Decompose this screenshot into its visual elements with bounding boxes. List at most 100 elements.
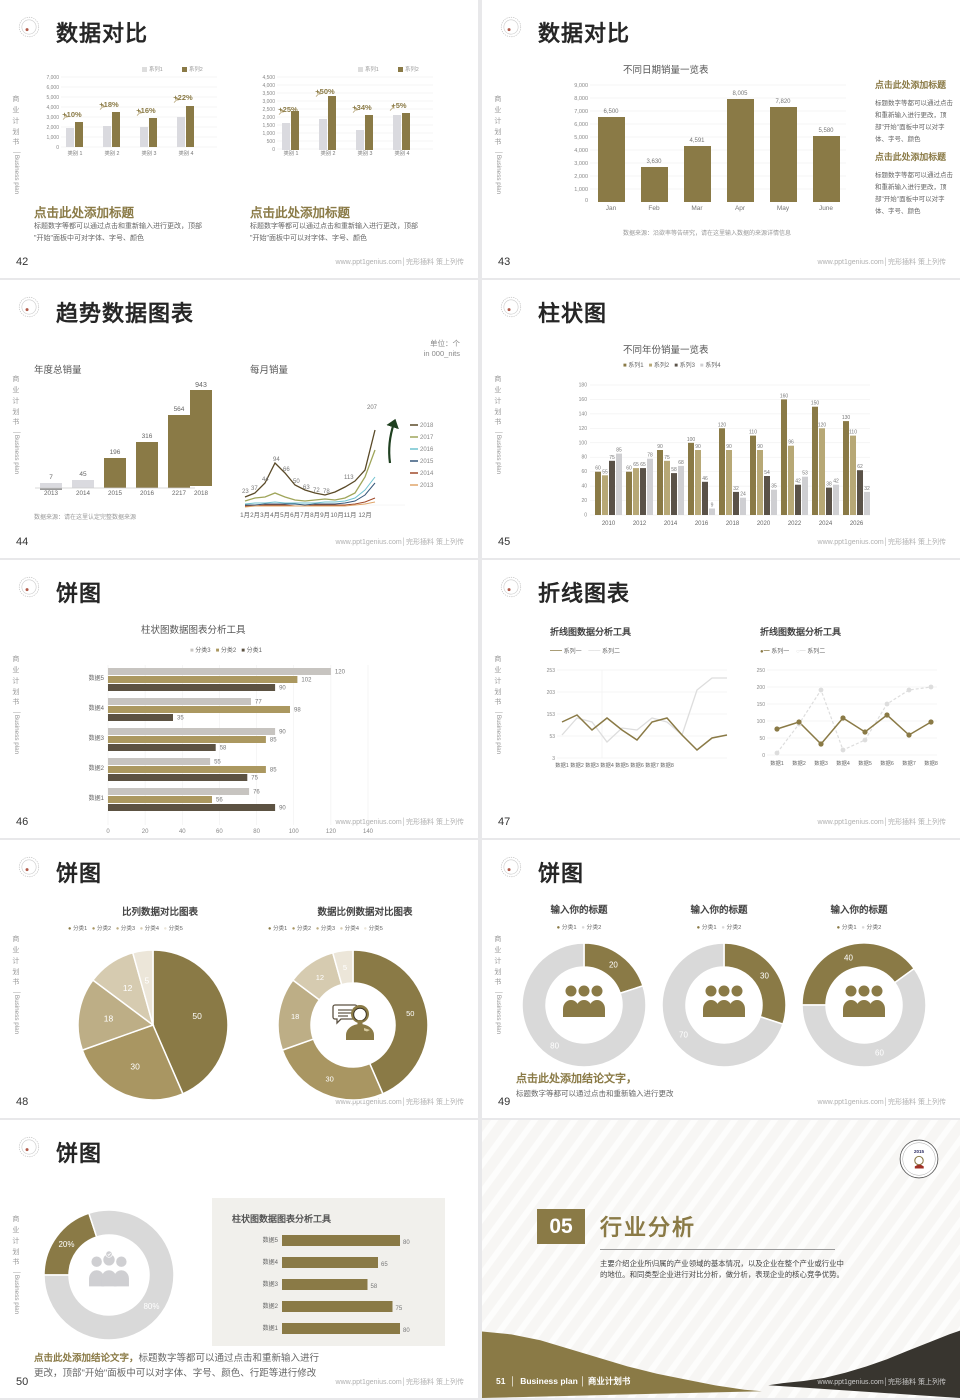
svg-text:42: 42 bbox=[833, 479, 839, 485]
svg-text:↗: ↗ bbox=[136, 109, 143, 118]
svg-text:63: 63 bbox=[303, 485, 310, 491]
svg-text:23: 23 bbox=[242, 489, 249, 495]
svg-text:20: 20 bbox=[581, 498, 587, 504]
svg-text:153: 153 bbox=[547, 712, 556, 718]
svg-text:2014: 2014 bbox=[420, 471, 434, 477]
svg-text:0: 0 bbox=[56, 145, 59, 151]
svg-text:3,000: 3,000 bbox=[574, 161, 588, 167]
svg-text:↗: ↗ bbox=[173, 96, 180, 105]
svg-text:55: 55 bbox=[602, 469, 608, 475]
svg-text:160: 160 bbox=[579, 397, 588, 403]
svg-text:4,591: 4,591 bbox=[689, 138, 705, 144]
svg-text:90: 90 bbox=[757, 444, 763, 450]
svg-text:76: 76 bbox=[253, 790, 260, 796]
svg-text:60: 60 bbox=[626, 466, 632, 472]
svg-text:↗: ↗ bbox=[315, 90, 322, 99]
svg-text:140: 140 bbox=[363, 829, 374, 835]
svg-text:9月: 9月 bbox=[320, 511, 330, 519]
svg-text:85: 85 bbox=[270, 768, 277, 774]
svg-text:2,000: 2,000 bbox=[574, 174, 588, 180]
svg-text:数据5: 数据5 bbox=[263, 1236, 279, 1244]
svg-text:53: 53 bbox=[549, 734, 555, 740]
svg-text:8月: 8月 bbox=[310, 511, 320, 519]
svg-text:数据4: 数据4 bbox=[89, 704, 105, 712]
svg-text:Feb: Feb bbox=[648, 205, 660, 212]
svg-text:1,500: 1,500 bbox=[262, 123, 275, 129]
svg-text:80: 80 bbox=[253, 829, 260, 835]
svg-text:数据7: 数据7 bbox=[645, 761, 659, 769]
svg-text:18: 18 bbox=[291, 1012, 299, 1021]
svg-text:2015: 2015 bbox=[420, 459, 434, 465]
svg-text:类别 1: 类别 1 bbox=[67, 149, 82, 157]
svg-text:130: 130 bbox=[842, 415, 851, 421]
svg-text:7,000: 7,000 bbox=[46, 75, 59, 81]
svg-text:35: 35 bbox=[771, 484, 777, 490]
svg-text:2014: 2014 bbox=[664, 521, 678, 527]
svg-text:65: 65 bbox=[381, 1262, 388, 1268]
svg-text:316: 316 bbox=[142, 433, 153, 440]
svg-text:2016: 2016 bbox=[695, 521, 709, 527]
svg-text:20%: 20% bbox=[58, 1240, 74, 1249]
svg-text:2,000: 2,000 bbox=[46, 125, 59, 131]
svg-text:数据4: 数据4 bbox=[836, 759, 850, 767]
svg-text:数据4: 数据4 bbox=[600, 761, 614, 769]
svg-text:564: 564 bbox=[174, 406, 185, 413]
svg-text:June: June bbox=[819, 205, 833, 212]
svg-text:18: 18 bbox=[104, 1013, 114, 1023]
svg-text:207: 207 bbox=[367, 405, 378, 411]
svg-text:2,000: 2,000 bbox=[262, 115, 275, 121]
svg-text:30: 30 bbox=[326, 1075, 334, 1084]
svg-text:12: 12 bbox=[316, 973, 324, 982]
svg-text:60: 60 bbox=[595, 466, 601, 472]
svg-text:2017: 2017 bbox=[420, 435, 434, 441]
svg-text:9,000: 9,000 bbox=[574, 83, 588, 89]
svg-text:12: 12 bbox=[123, 983, 133, 993]
svg-text:5: 5 bbox=[145, 975, 150, 985]
svg-text:数据8: 数据8 bbox=[660, 761, 674, 769]
svg-text:80: 80 bbox=[550, 1042, 559, 1051]
svg-text:8,005: 8,005 bbox=[732, 91, 748, 97]
svg-text:4,000: 4,000 bbox=[46, 105, 59, 111]
svg-text:20: 20 bbox=[142, 829, 149, 835]
svg-text:Jan: Jan bbox=[606, 205, 617, 212]
svg-text:203: 203 bbox=[547, 690, 556, 696]
svg-text:66: 66 bbox=[283, 467, 290, 473]
svg-text:6月: 6月 bbox=[290, 511, 300, 519]
svg-text:120: 120 bbox=[335, 670, 346, 676]
svg-text:75: 75 bbox=[664, 455, 670, 461]
svg-text:150: 150 bbox=[811, 401, 820, 407]
svg-text:2014: 2014 bbox=[76, 490, 91, 495]
svg-text:80: 80 bbox=[403, 1240, 410, 1246]
svg-text:数据2: 数据2 bbox=[792, 759, 806, 767]
svg-text:120: 120 bbox=[326, 829, 337, 835]
svg-text:8,000: 8,000 bbox=[574, 96, 588, 102]
svg-text:数据3: 数据3 bbox=[263, 1280, 279, 1288]
svg-text:↗: ↗ bbox=[389, 104, 396, 113]
svg-text:46: 46 bbox=[702, 476, 708, 482]
svg-text:1,000: 1,000 bbox=[574, 187, 588, 193]
svg-text:60: 60 bbox=[581, 469, 587, 475]
svg-text:May: May bbox=[777, 205, 790, 212]
svg-text:2217: 2217 bbox=[172, 490, 187, 495]
svg-text:120: 120 bbox=[718, 422, 727, 428]
svg-text:58: 58 bbox=[220, 746, 227, 752]
svg-text:50: 50 bbox=[192, 1011, 202, 1021]
svg-text:40: 40 bbox=[844, 953, 853, 962]
svg-text:系列1: 系列1 bbox=[365, 65, 379, 73]
svg-text:数据2: 数据2 bbox=[89, 764, 105, 772]
svg-text:2015: 2015 bbox=[108, 490, 123, 495]
svg-text:2018: 2018 bbox=[420, 423, 434, 429]
svg-text:90: 90 bbox=[726, 444, 732, 450]
svg-text:0: 0 bbox=[584, 513, 587, 519]
svg-text:数据5: 数据5 bbox=[615, 761, 629, 769]
svg-text:类别 2: 类别 2 bbox=[320, 149, 335, 157]
svg-text:数据3: 数据3 bbox=[585, 761, 599, 769]
svg-text:类别 4: 类别 4 bbox=[394, 149, 409, 157]
svg-text:20: 20 bbox=[609, 961, 618, 970]
svg-text:2015: 2015 bbox=[914, 1149, 925, 1154]
svg-text:类别 1: 类别 1 bbox=[283, 149, 298, 157]
svg-text:45: 45 bbox=[79, 471, 87, 478]
svg-text:↗: ↗ bbox=[352, 106, 359, 115]
svg-text:3,000: 3,000 bbox=[46, 115, 59, 121]
svg-text:↗: ↗ bbox=[62, 113, 69, 122]
